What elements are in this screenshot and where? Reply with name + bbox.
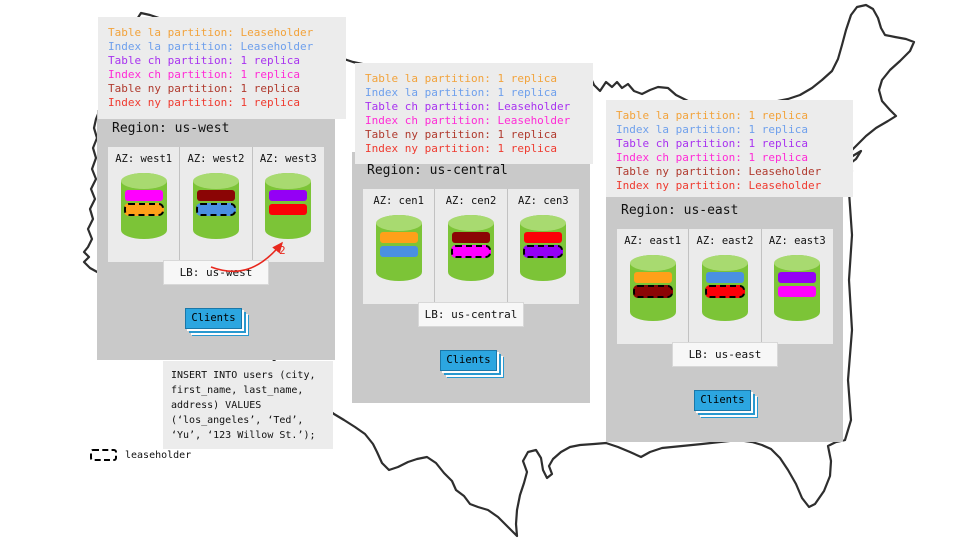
annotation-box: Table la partition: 1 replica Index la pa… [606, 100, 853, 197]
clients-box: Clients [440, 350, 497, 371]
az-label: AZ: cen1 [373, 195, 424, 207]
az-column: AZ: cen1 [363, 189, 436, 304]
replica-stripe [451, 232, 490, 243]
annotation-box: Table la partition: Leaseholder Index la … [98, 17, 346, 119]
region-panel: Region: us-east AZ: east1 AZ: east2 AZ: ea… [606, 192, 843, 442]
az-label: AZ: west1 [115, 153, 173, 165]
leaseholder-stripe [123, 203, 164, 216]
database-cylinder [701, 255, 748, 321]
az-row: AZ: west1 AZ: west2 AZ: west3 [108, 147, 324, 262]
annotation-line: Index ny partition: Leaseholder [616, 178, 822, 192]
leaseholder-stripe [195, 203, 236, 216]
leaseholder-stripe [523, 245, 564, 258]
leaseholder-legend: leaseholder [90, 448, 191, 462]
sql-line: (‘los_angeles’, ‘Ted’, [171, 415, 304, 426]
az-column: AZ: cen3 [508, 189, 579, 304]
annotation-line: Table ny partition: Leaseholder [616, 164, 822, 178]
annotation-line: Table la partition: Leaseholder [108, 26, 314, 39]
leaseholder-stripe [704, 285, 745, 298]
annotation-line: Index la partition: 1 replica [616, 122, 809, 136]
annotation-line: Index ny partition: 1 replica [365, 141, 558, 155]
sql-line: INSERT INTO users (city, [171, 370, 316, 381]
replica-stripe [778, 272, 817, 283]
sql-line: first_name, last_name, [171, 385, 304, 396]
replica-stripe [633, 272, 672, 283]
region-panel: Region: us-central AZ: cen1 AZ: cen2 AZ: c… [352, 152, 590, 403]
annotation-line: Index ch partition: 1 replica [616, 150, 809, 164]
az-column: AZ: east1 [617, 229, 690, 344]
replica-stripe [705, 272, 744, 283]
clients-box: Clients [694, 390, 751, 411]
load-balancer-box: LB: us-east [672, 342, 778, 367]
sql-line: address) VALUES [171, 400, 262, 411]
load-balancer-box: LB: us-central [418, 302, 524, 327]
az-label: AZ: east2 [696, 235, 754, 247]
az-column: AZ: east2 [689, 229, 762, 344]
annotation-line: Index la partition: 1 replica [365, 85, 558, 99]
annotation-line: Index ch partition: 1 replica [108, 67, 301, 81]
annotation-line: Table ch partition: Leaseholder [365, 99, 571, 113]
leaseholder-stripe [632, 285, 673, 298]
annotation-line: Table ch partition: 1 replica [108, 53, 301, 67]
arrow-count-label: 2 [279, 244, 286, 257]
az-column: AZ: west3 [253, 147, 324, 262]
replica-stripe [778, 286, 817, 297]
annotation-line: Index la partition: Leaseholder [108, 39, 314, 53]
leaseholder-legend-label: leaseholder [125, 449, 192, 461]
database-cylinder [520, 215, 567, 281]
az-column: AZ: west2 [180, 147, 253, 262]
region-title: Region: us-west [112, 121, 230, 136]
annotation-line: Index ch partition: Leaseholder [365, 113, 571, 127]
az-label: AZ: west2 [187, 153, 245, 165]
database-cylinder [375, 215, 422, 281]
leaseholder-swatch-icon [90, 449, 117, 461]
database-cylinder [774, 255, 821, 321]
az-column: AZ: cen2 [435, 189, 508, 304]
database-cylinder [447, 215, 494, 281]
replica-stripe [379, 246, 418, 257]
az-label: AZ: cen2 [445, 195, 497, 207]
annotation-line: Table ch partition: 1 replica [616, 136, 809, 150]
database-cylinder [120, 173, 167, 239]
database-cylinder [629, 255, 676, 321]
az-column: AZ: east3 [762, 229, 833, 344]
az-row: AZ: cen1 AZ: cen2 AZ: cen3 [363, 189, 579, 304]
az-label: AZ: cen3 [518, 195, 569, 207]
load-balancer-box: LB: us-west [163, 260, 269, 285]
leaseholder-stripe [450, 245, 491, 258]
replica-stripe [124, 190, 163, 201]
annotation-line: Table la partition: 1 replica [616, 109, 809, 122]
database-cylinder [265, 173, 312, 239]
database-cylinder [192, 173, 239, 239]
sql-line: ‘Yu’, ‘123 Willow St.’); [171, 430, 316, 441]
annotation-line: Index ny partition: 1 replica [108, 95, 301, 109]
region-title: Region: us-central [367, 163, 508, 178]
annotation-line: Table ny partition: 1 replica [365, 127, 558, 141]
az-column: AZ: west1 [108, 147, 181, 262]
replica-stripe [269, 190, 308, 201]
az-label: AZ: west3 [259, 153, 317, 165]
region-title: Region: us-east [621, 203, 739, 218]
az-row: AZ: east1 AZ: east2 AZ: east3 [617, 229, 833, 344]
az-label: AZ: east3 [768, 235, 826, 247]
region-panel: Region: us-west AZ: west1 AZ: west2 AZ: we… [97, 110, 335, 360]
clients-box: Clients [185, 308, 242, 329]
annotation-box: Table la partition: 1 replica Index la pa… [355, 63, 593, 164]
az-label: AZ: east1 [624, 235, 682, 247]
replica-stripe [196, 190, 235, 201]
replica-stripe [524, 232, 563, 243]
replica-stripe [269, 204, 308, 215]
replica-stripe [379, 232, 418, 243]
annotation-line: Table la partition: 1 replica [365, 72, 558, 85]
annotation-line: Table ny partition: 1 replica [108, 81, 301, 95]
sql-box: INSERT INTO users (city, first_name, last… [163, 361, 333, 449]
